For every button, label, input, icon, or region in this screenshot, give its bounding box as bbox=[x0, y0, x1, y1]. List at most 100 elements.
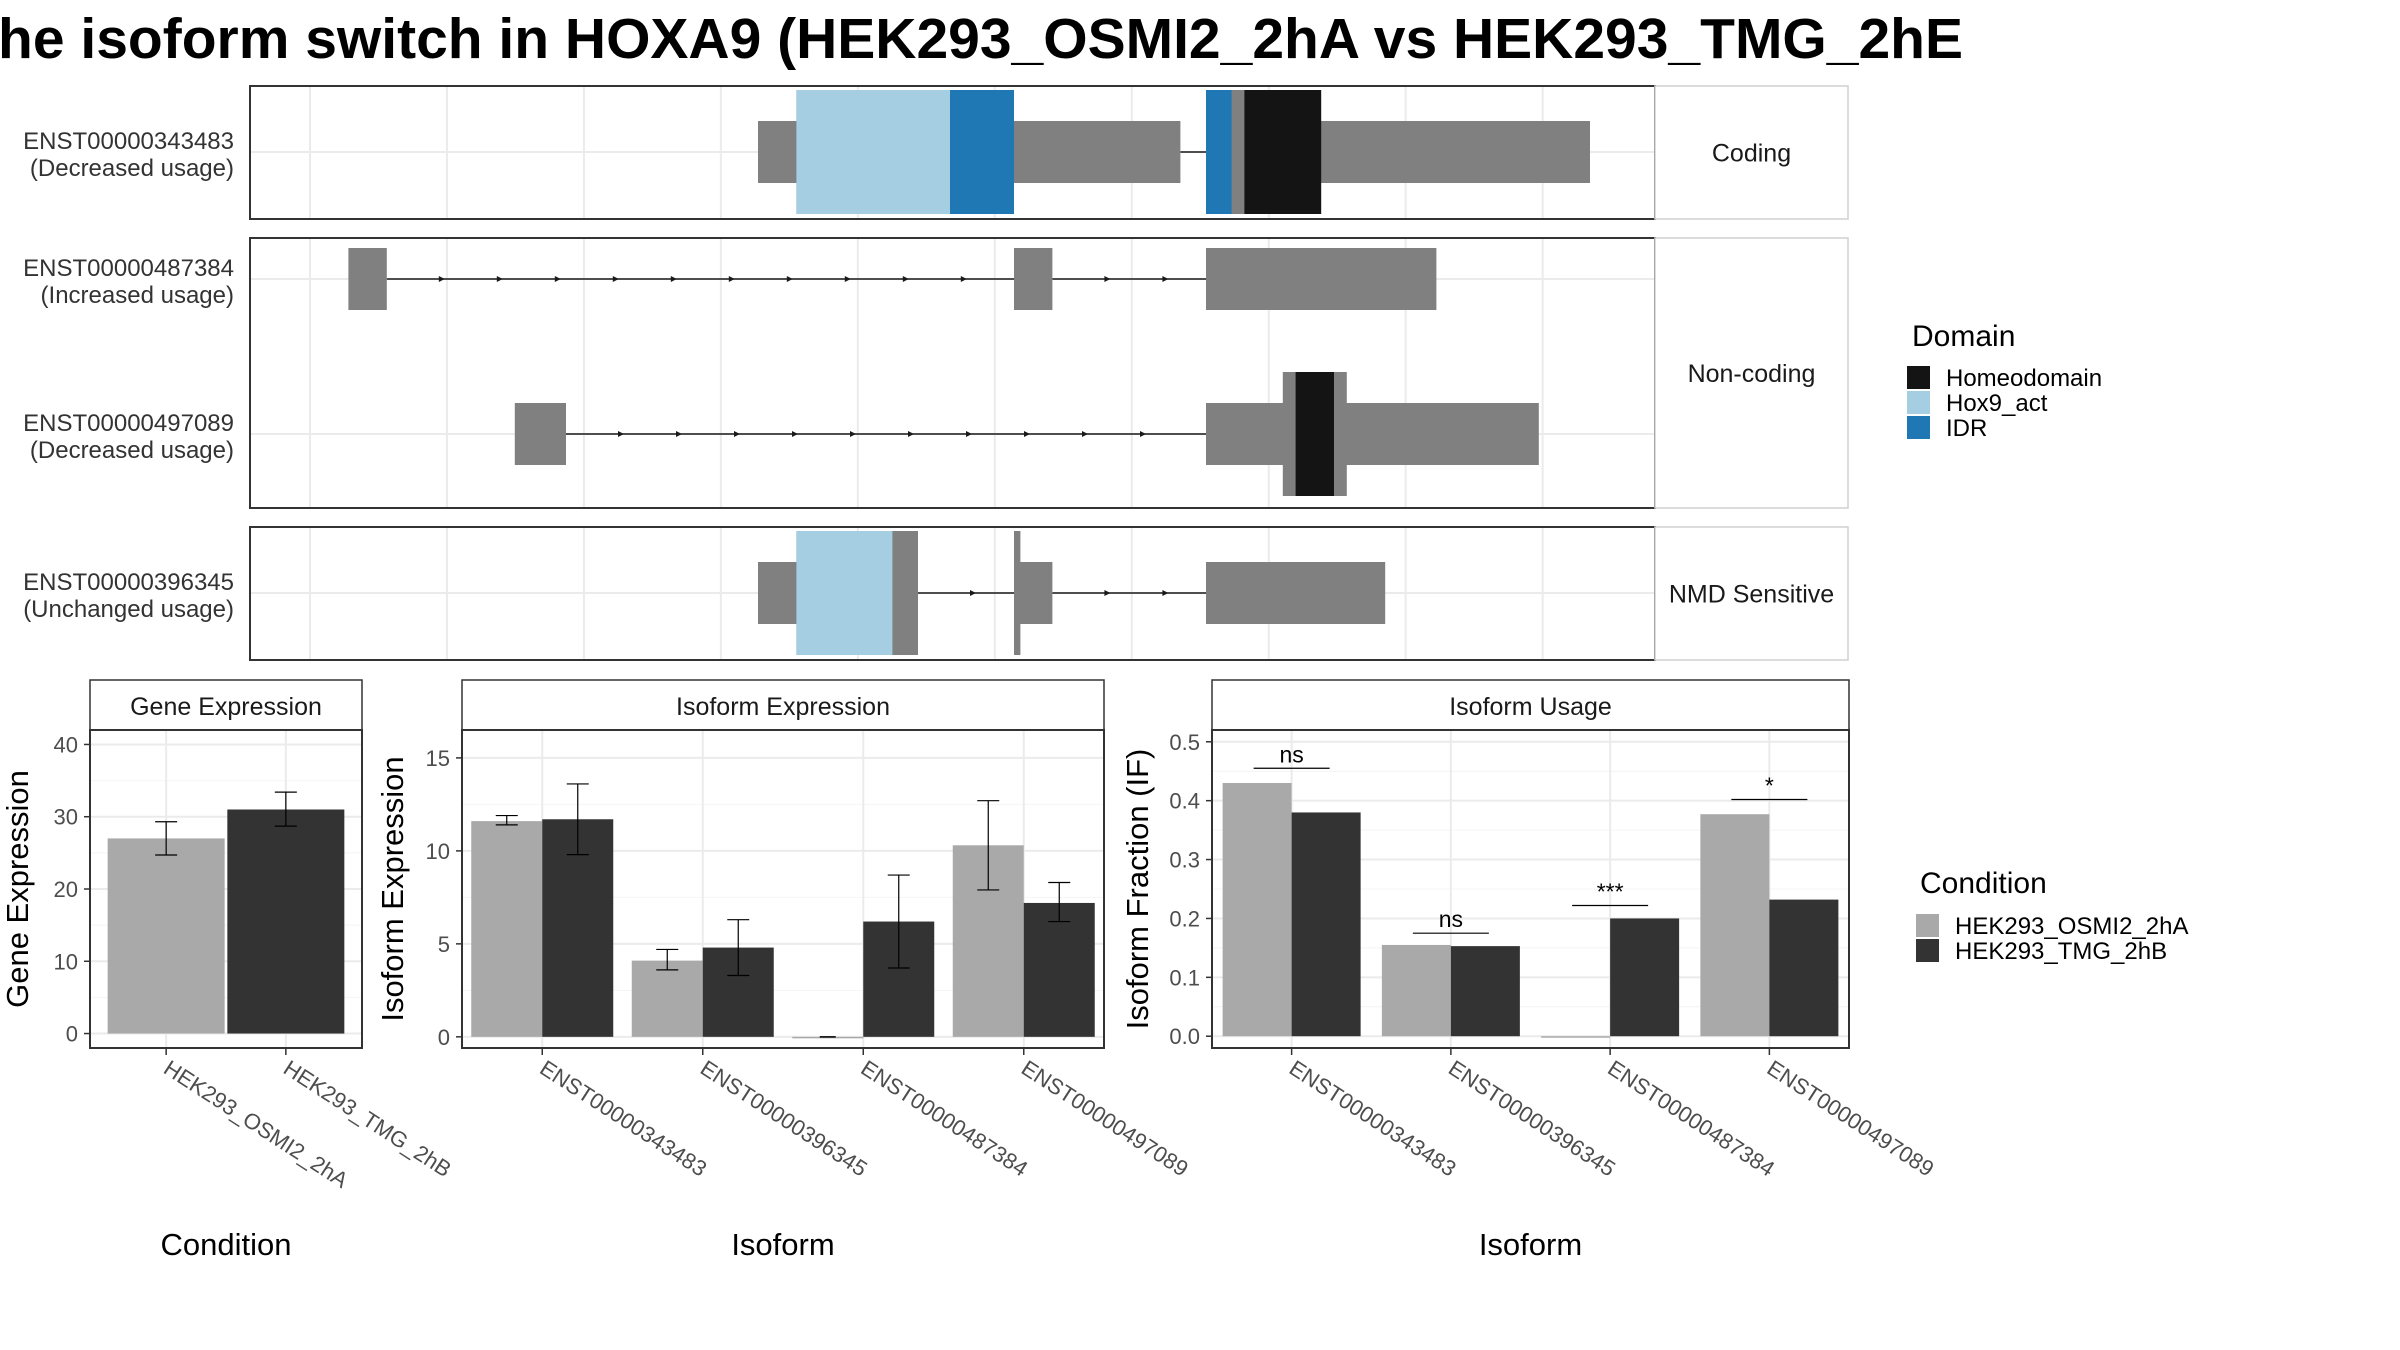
isoform-structure-panels: ENST00000343483(Decreased usage)CodingEN… bbox=[23, 85, 1849, 661]
condition-legend-key bbox=[1916, 939, 1939, 962]
y-tick-label: 0.5 bbox=[1169, 730, 1200, 755]
domain-hox9_act bbox=[796, 90, 950, 214]
intron-arrow bbox=[1162, 590, 1169, 596]
isoform-row-ENST00000343483 bbox=[758, 90, 1590, 214]
bar-ENST00000487384 bbox=[1541, 1036, 1611, 1038]
chart-border bbox=[89, 729, 363, 1049]
intron-arrow bbox=[844, 276, 851, 282]
domain-legend-label: Hox9_act bbox=[1946, 390, 2048, 417]
chart-strip bbox=[1211, 679, 1850, 731]
bar-ENST00000497089 bbox=[1023, 902, 1095, 1037]
intron-arrow bbox=[908, 431, 914, 437]
y-tick-label: 30 bbox=[54, 805, 78, 830]
x-tick-label: ENST00000497089 bbox=[1763, 1055, 1939, 1181]
bar-ENST00000497089 bbox=[1769, 899, 1839, 1037]
x-axis-title: Condition bbox=[161, 1227, 292, 1262]
intron-arrow bbox=[902, 276, 909, 282]
significance-label: ns bbox=[1439, 906, 1463, 932]
isoform-row-ENST00000497089 bbox=[514, 372, 1539, 496]
y-tick-label: 10 bbox=[426, 839, 450, 864]
x-tick-label: ENST00000487384 bbox=[1603, 1055, 1779, 1181]
group-strip-label: Non-coding bbox=[1688, 360, 1816, 388]
bar-ENST00000343483 bbox=[1291, 812, 1361, 1037]
x-tick-label: ENST00000343483 bbox=[536, 1055, 712, 1181]
y-axis-title: Gene Expression bbox=[0, 770, 35, 1008]
exon bbox=[1206, 403, 1539, 465]
chart-strip bbox=[461, 679, 1105, 731]
bar-ENST00000396345 bbox=[631, 960, 703, 1037]
bar-ENST00000497089 bbox=[1700, 814, 1770, 1037]
intron-arrow bbox=[1104, 276, 1111, 282]
domain-legend-title: Domain bbox=[1912, 320, 2015, 353]
domain-hox9_act bbox=[796, 531, 893, 655]
domain-homeodomain bbox=[1244, 90, 1322, 214]
domain-legend-key bbox=[1907, 366, 1930, 389]
x-tick-label: ENST00000396345 bbox=[1444, 1055, 1620, 1181]
isoform-id-label: ENST00000343483 bbox=[23, 128, 234, 155]
domain-idr bbox=[950, 90, 1014, 214]
x-tick-label: ENST00000343483 bbox=[1285, 1055, 1461, 1181]
strip-box bbox=[1654, 526, 1849, 661]
chart-title: Gene Expression bbox=[130, 693, 322, 721]
y-tick-label: 0.3 bbox=[1169, 848, 1200, 873]
intron-arrow bbox=[850, 431, 856, 437]
group-strip-label: Coding bbox=[1712, 140, 1791, 168]
domain-legend-key bbox=[1907, 416, 1930, 439]
chart-title: Isoform Usage bbox=[1449, 693, 1612, 721]
isoform-usage-label: (Increased usage) bbox=[41, 282, 234, 309]
y-tick-label: 0.4 bbox=[1169, 789, 1200, 814]
y-tick-label: 0 bbox=[438, 1025, 450, 1050]
y-tick-label: 5 bbox=[438, 932, 450, 957]
x-axis-title: Isoform bbox=[731, 1227, 834, 1262]
intron-arrow bbox=[792, 431, 798, 437]
domain-legend-label: IDR bbox=[1946, 415, 1987, 442]
exon bbox=[348, 248, 387, 310]
significance-label: * bbox=[1765, 772, 1774, 798]
cds-exon bbox=[1014, 531, 1021, 655]
intron-arrow bbox=[618, 431, 624, 437]
y-tick-label: 0 bbox=[66, 1022, 78, 1047]
intron-arrow bbox=[1140, 431, 1146, 437]
bar-HEK293_OSMI2_2hA bbox=[107, 838, 225, 1034]
intron-arrow bbox=[612, 276, 619, 282]
isoform-usage-label: (Decreased usage) bbox=[30, 437, 234, 464]
condition-legend-key bbox=[1916, 914, 1939, 937]
domain-homeodomain bbox=[1295, 372, 1334, 496]
intron-arrow bbox=[970, 590, 976, 596]
intron-arrow bbox=[676, 431, 682, 437]
intron-arrow bbox=[960, 276, 967, 282]
y-axis-title: Isoform Fraction (IF) bbox=[1120, 749, 1155, 1030]
structure-panel-2: ENST00000396345(Unchanged usage) NMD Sens… bbox=[23, 526, 1849, 661]
bar-ENST00000396345 bbox=[1381, 944, 1451, 1037]
x-tick-label: ENST00000487384 bbox=[857, 1055, 1033, 1181]
exon bbox=[1206, 248, 1437, 310]
intron-arrow bbox=[786, 276, 793, 282]
y-axis-title: Isoform Expression bbox=[375, 756, 410, 1021]
bar-ENST00000396345 bbox=[1450, 946, 1520, 1037]
condition-legend-label: HEK293_OSMI2_2hA bbox=[1955, 913, 2188, 940]
bar-ENST00000343483 bbox=[542, 819, 614, 1037]
group-strip-label: NMD Sensitive bbox=[1669, 581, 1834, 609]
isoform-row-ENST00000487384 bbox=[348, 248, 1437, 310]
isoform-usage-label: (Unchanged usage) bbox=[23, 596, 234, 623]
isoform-id-label: ENST00000497089 bbox=[23, 410, 234, 437]
intron-arrow bbox=[670, 276, 677, 282]
exon bbox=[1020, 562, 1053, 624]
strip-box bbox=[1654, 85, 1849, 220]
bar-chart-panels: Gene Expression010203040HEK293_OSMI2_2hA… bbox=[0, 679, 1939, 1262]
condition-legend-label: HEK293_TMG_2hB bbox=[1955, 938, 2167, 965]
strip-box bbox=[1654, 237, 1849, 509]
domain-legend-label: Homeodomain bbox=[1946, 365, 2102, 392]
exon bbox=[1206, 562, 1386, 624]
significance-label: ns bbox=[1279, 741, 1303, 767]
chart-border bbox=[1211, 729, 1850, 1049]
isoform-usage-label: (Decreased usage) bbox=[30, 155, 234, 182]
exon bbox=[1014, 248, 1053, 310]
isoform-id-label: ENST00000487384 bbox=[23, 255, 234, 282]
structure-panel-0: ENST00000343483(Decreased usage) Coding bbox=[23, 85, 1849, 220]
chart-panel-2: Isoform Usage 0.0 0.1 0.2 0.3 0.4 0.5 ENST00000… bbox=[1120, 679, 1939, 1262]
y-tick-label: 0.1 bbox=[1169, 965, 1200, 990]
x-tick-label: ENST00000396345 bbox=[696, 1055, 872, 1181]
